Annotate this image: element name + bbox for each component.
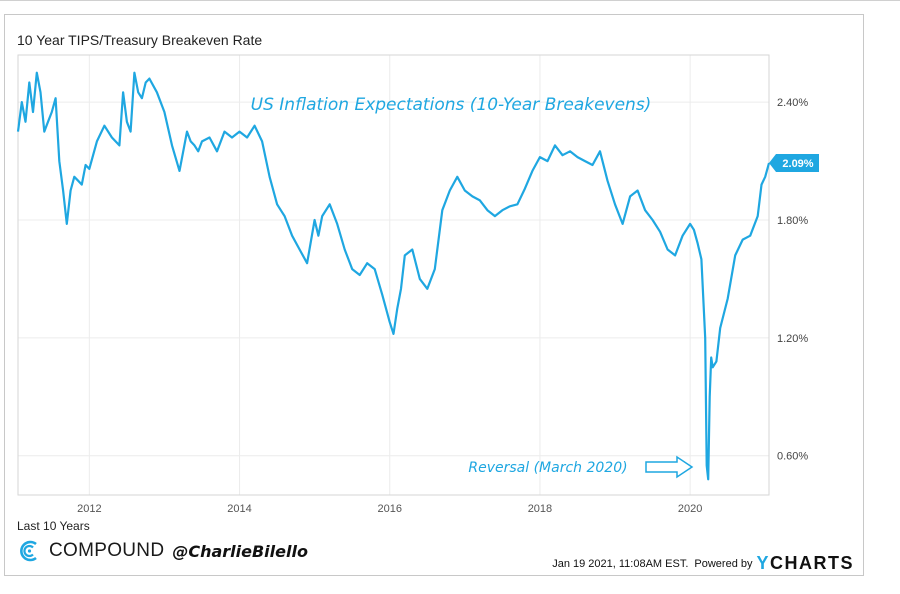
brand-logo: COMPOUND @CharlieBilello	[17, 537, 308, 565]
annotations: 2.09% US Inflation Expectations (10-Year …	[251, 95, 819, 479]
x-tick-label: 2012	[77, 503, 101, 515]
series-line	[16, 71, 771, 481]
y-tick-label: 0.60%	[777, 451, 808, 463]
powered-by: Powered by	[694, 557, 753, 570]
annotation-reversal: Reversal (March 2020)	[468, 460, 627, 476]
x-tick-label: 2014	[227, 503, 251, 515]
footer: Jan 19 2021, 11:08AM EST. Powered by YCH…	[552, 553, 854, 574]
compound-logo-icon	[20, 540, 37, 562]
annotation-arrow	[645, 455, 694, 479]
current-value-badge: 2.09%	[769, 154, 819, 173]
axis-ticks: 2012 2014 2016 2018 2020 0.60% 1.20% 1.80% 2.40%	[77, 97, 808, 515]
top-border	[0, 0, 900, 1]
x-tick-label: 2018	[528, 503, 552, 515]
chart-title: 10 Year TIPS/Treasury Breakeven Rate	[17, 32, 263, 48]
annotation-title: US Inflation Expectations (10-Year Break…	[251, 95, 652, 115]
timestamp: Jan 19 2021, 11:08AM EST.	[552, 557, 689, 570]
current-value-bg	[769, 154, 819, 173]
twitter-handle: @CharlieBilello	[172, 541, 308, 561]
current-value-label: 2.09%	[782, 158, 813, 170]
plot-area	[17, 54, 770, 496]
y-tick-label: 1.80%	[777, 215, 808, 227]
x-tick-label: 2020	[678, 503, 702, 515]
brand-name: COMPOUND	[49, 540, 165, 561]
grid	[18, 55, 769, 495]
period-label: Last 10 Years	[17, 519, 90, 533]
x-tick-label: 2016	[378, 503, 402, 515]
chart-frame	[4, 14, 864, 576]
y-tick-label: 1.20%	[777, 333, 808, 345]
ycharts-logo: YCHARTS	[756, 553, 854, 573]
y-tick-label: 2.40%	[777, 97, 808, 109]
